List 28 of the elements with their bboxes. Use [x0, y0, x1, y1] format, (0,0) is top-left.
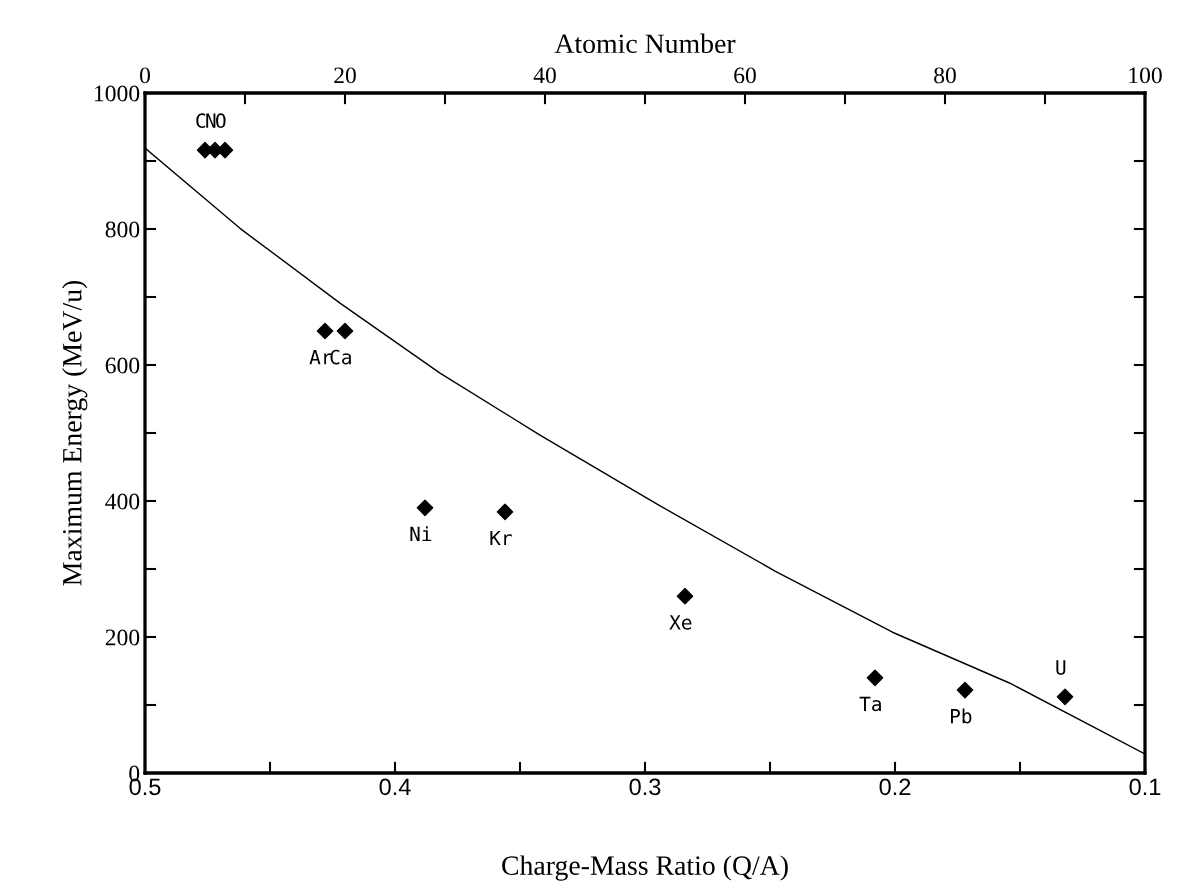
- series-label: Ca: [330, 349, 351, 365]
- x-axis-title: Charge-Mass Ratio (Q/A): [502, 855, 788, 881]
- series-label: O: [216, 113, 226, 129]
- y-axis-title: Maximum Energy (MeV/u): [62, 280, 88, 586]
- series-label: Ta: [859, 696, 881, 712]
- series-label: N: [206, 113, 216, 128]
- y-tick-label: 1000: [94, 85, 140, 102]
- x-tick-label: 0.2: [879, 778, 911, 796]
- x2-tick-label: 40: [533, 67, 556, 84]
- x-tick-label: 0.4: [379, 778, 411, 796]
- x2-tick-label: 80: [934, 67, 956, 84]
- series-label: Xe: [669, 615, 692, 630]
- y-tick-label: 400: [105, 493, 140, 510]
- y-tick-label: 600: [105, 357, 140, 374]
- series-label: Pb: [951, 708, 972, 724]
- x-tick-label: 0.1: [1129, 778, 1161, 796]
- x-tick-label: 0.3: [629, 778, 661, 796]
- x2-axis-title: Atomic Number: [554, 33, 736, 54]
- y-tick-label: 800: [105, 221, 140, 238]
- series-label: C: [196, 113, 206, 129]
- x2-tick-label: 100: [1129, 67, 1162, 84]
- series-label: Kr: [490, 530, 512, 546]
- series-label: U: [1056, 660, 1066, 675]
- x2-tick-label: 60: [734, 67, 756, 84]
- x2-tick-label: 20: [334, 67, 356, 84]
- y-tick-label: 200: [105, 629, 140, 646]
- series-label: Ar: [309, 350, 332, 365]
- series-label: Ni: [410, 526, 432, 541]
